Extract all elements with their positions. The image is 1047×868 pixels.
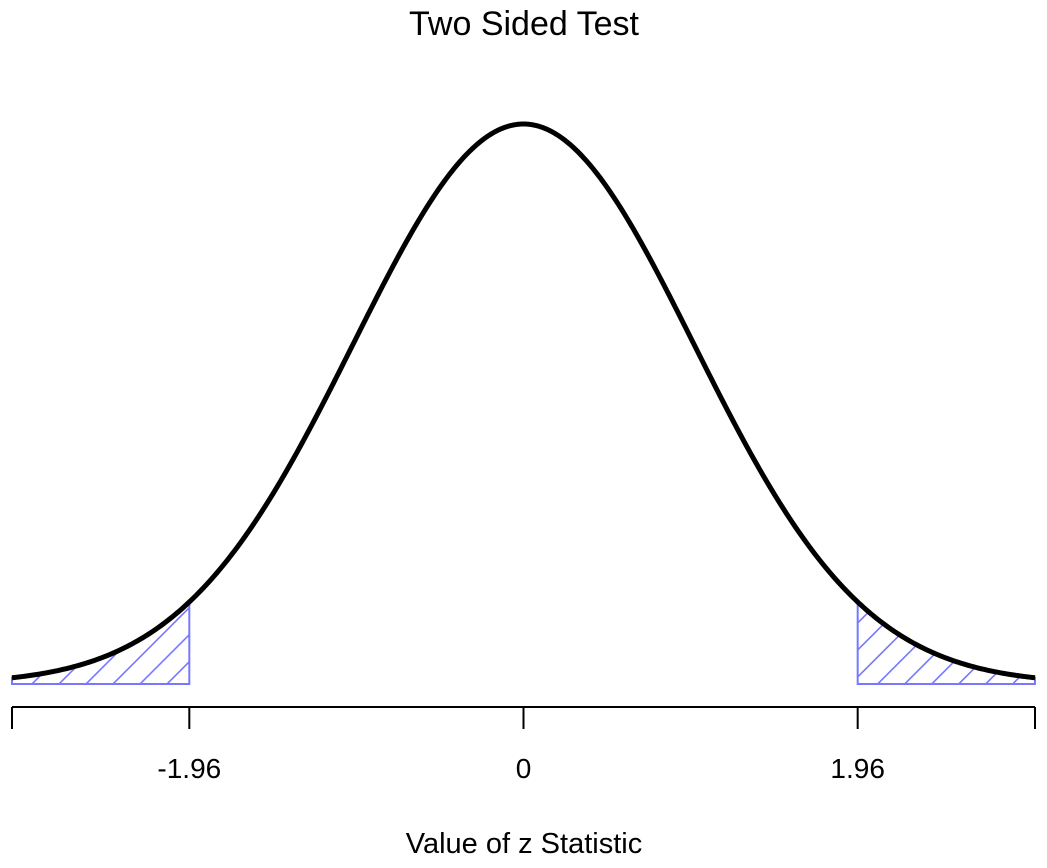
density-curve xyxy=(11,121,1036,681)
x-tick-label: 1.96 xyxy=(830,753,885,784)
x-tick-label: -1.96 xyxy=(157,753,221,784)
hatch-lines xyxy=(12,601,190,684)
rejection-region-left xyxy=(11,599,191,685)
x-axis-label: Value of z Statistic xyxy=(406,828,642,860)
chart-title: Two Sided Test xyxy=(409,5,640,43)
x-tick-label: 0 xyxy=(516,753,532,784)
x-axis: -1.96 0 1.96 xyxy=(11,706,1036,784)
